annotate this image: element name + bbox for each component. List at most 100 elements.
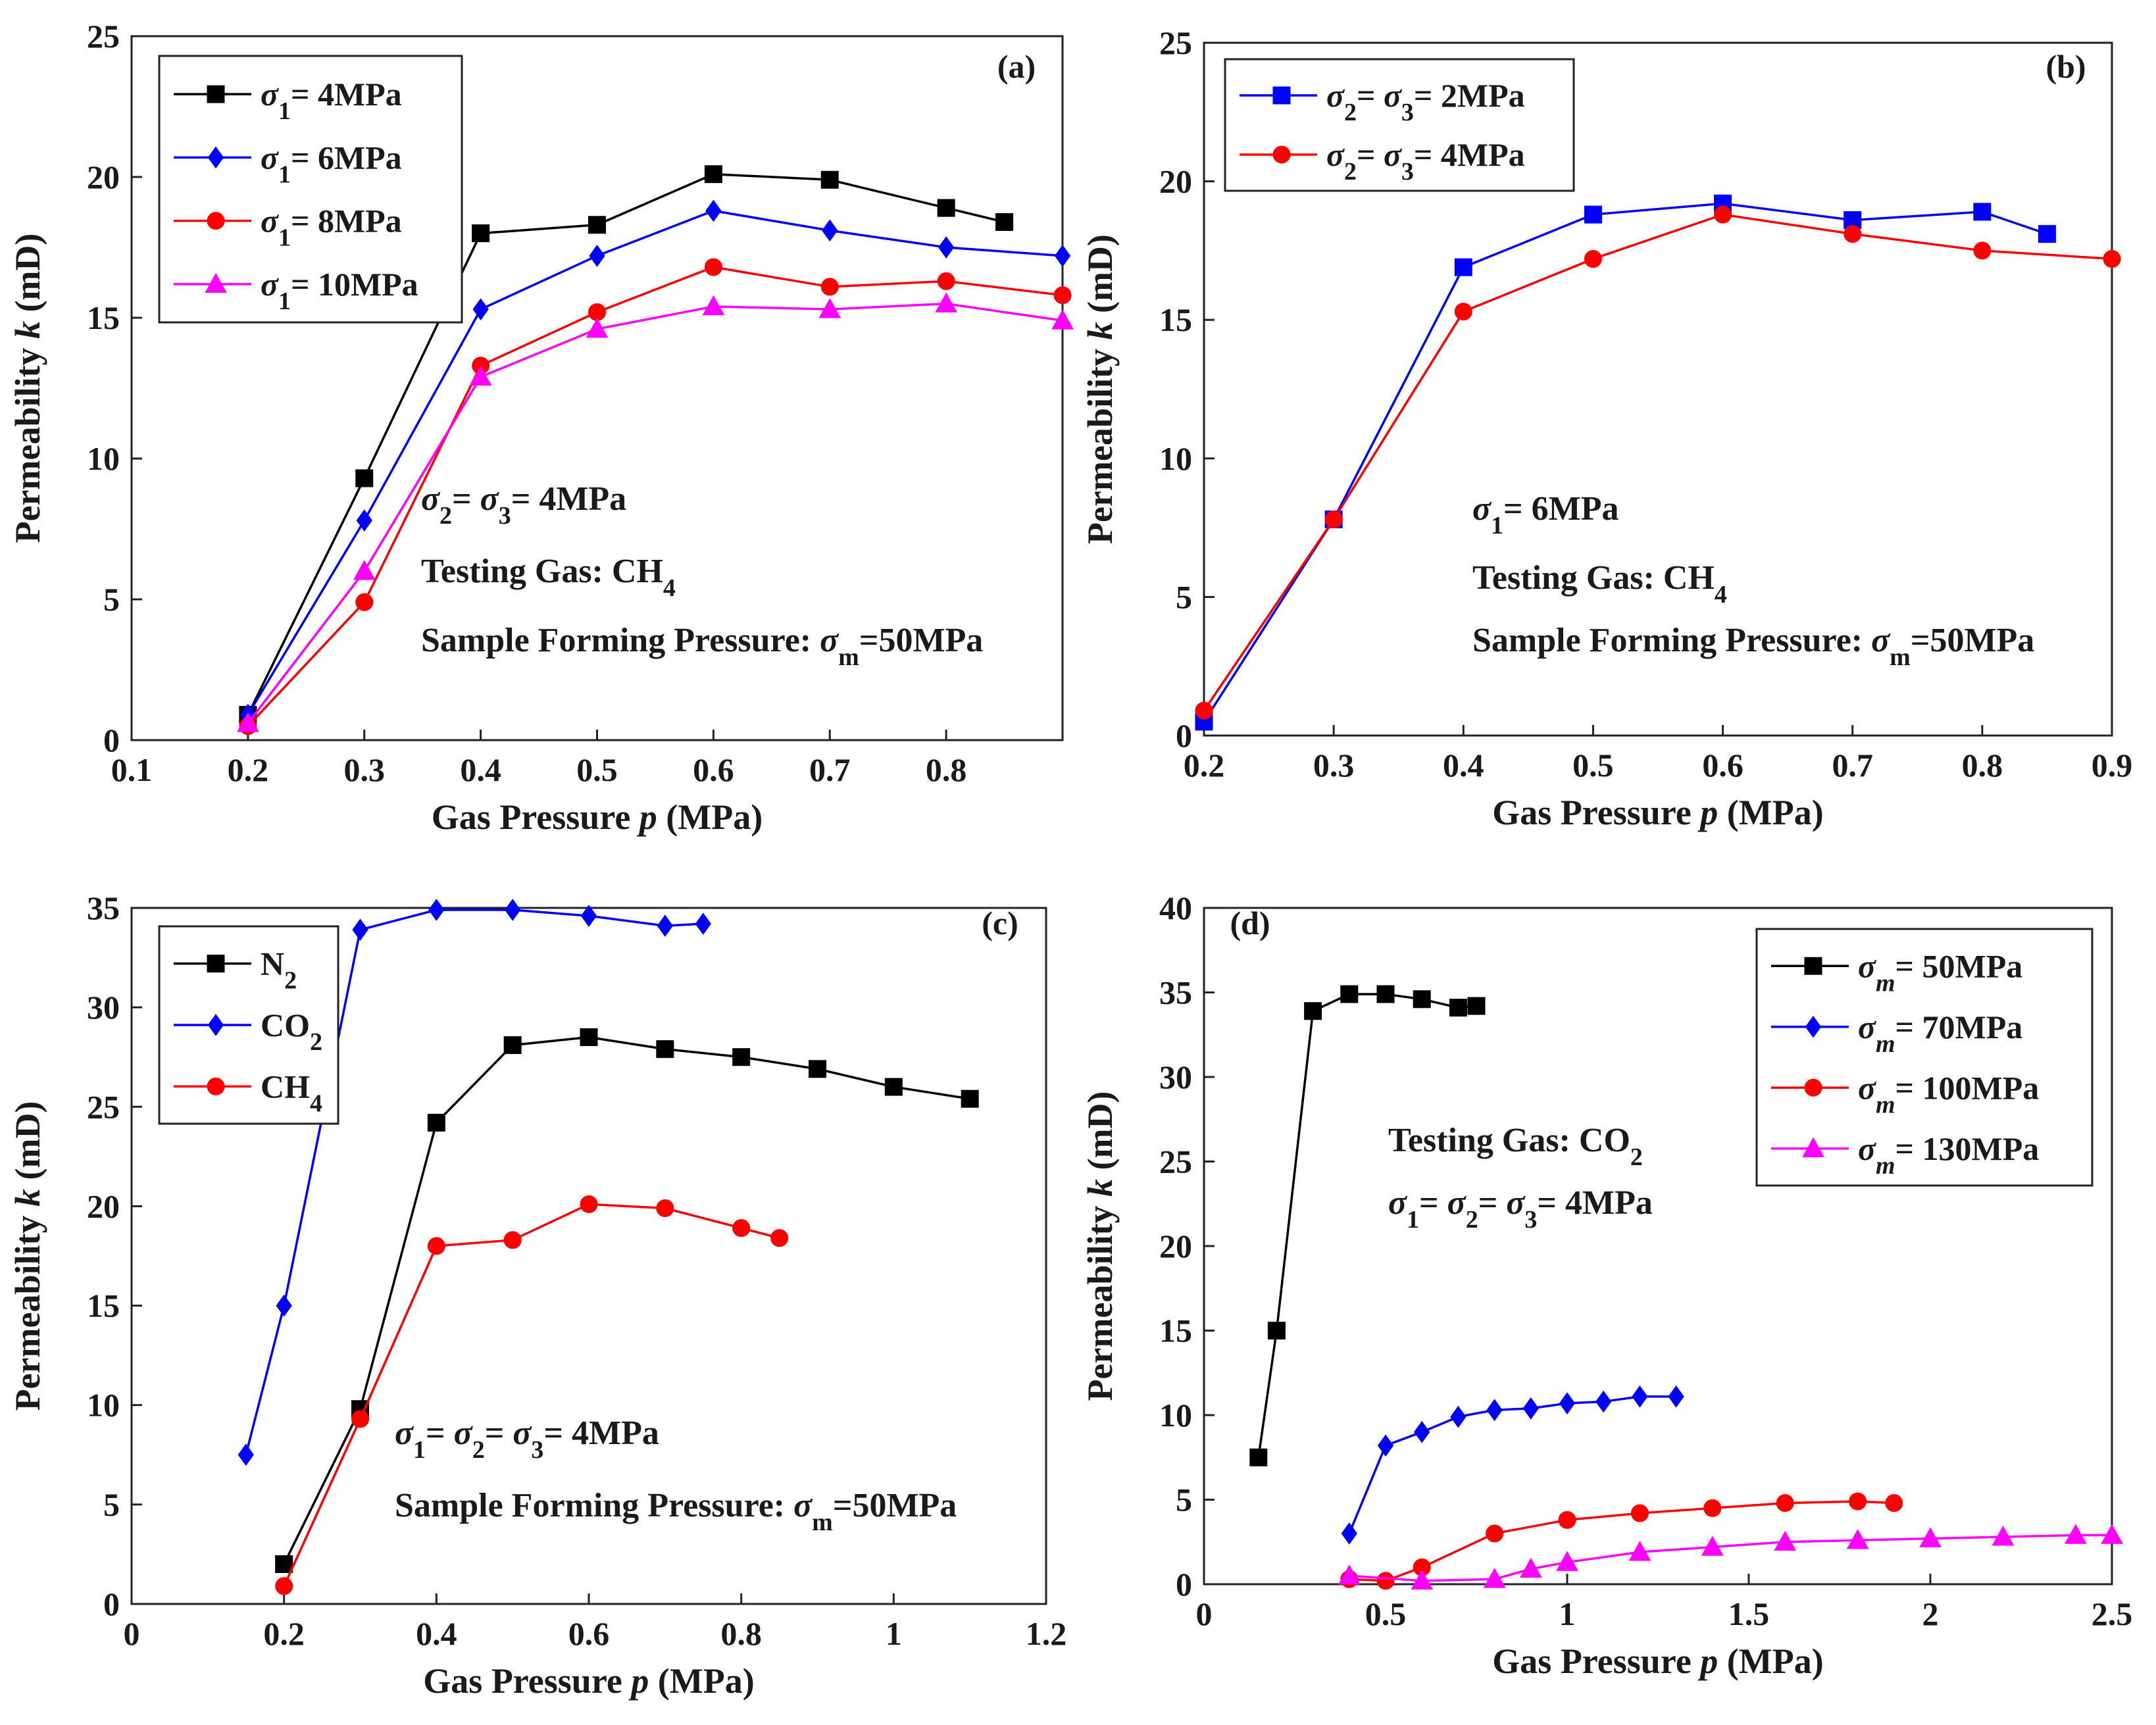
y-tick-label: 15: [1159, 301, 1192, 338]
legend-label: σm= 130MPa: [1858, 1130, 2039, 1180]
x-tick-label: 0.6: [693, 751, 734, 788]
data-point: [1051, 309, 1074, 330]
x-tick-label: 0: [124, 1615, 140, 1652]
annotation-stress: σ2= σ3= 4MPa: [421, 480, 626, 530]
data-point: [469, 365, 492, 386]
series-line: [1348, 1395, 1676, 1534]
panel-label: (b): [2045, 48, 2086, 85]
data-point: [732, 1048, 751, 1066]
x-tick-label: 1: [886, 1615, 902, 1652]
x-axis-label: Gas Pressure p (MPa): [1492, 793, 1823, 832]
legend-label: σ1= 10MPa: [261, 266, 418, 315]
legend: σm= 50MPa σm= 70MPa σm= 100MPa σm= 130MPa: [1755, 928, 2093, 1187]
y-axis-label: Permeability k (mD): [8, 234, 47, 543]
data-point: [1467, 997, 1486, 1015]
x-tick-label: 0.3: [1313, 747, 1355, 784]
series-2: [275, 1195, 789, 1595]
series-line: [245, 909, 703, 1455]
legend-swatch-marker: [1272, 145, 1291, 164]
y-tick-label: 20: [87, 159, 120, 195]
y-tick-label: 25: [1159, 24, 1192, 61]
data-point: [1341, 1522, 1357, 1545]
y-tick-label: 5: [1176, 1482, 1192, 1518]
data-point: [1849, 1492, 1867, 1511]
data-point: [705, 199, 722, 222]
data-point: [1632, 1385, 1648, 1408]
legend-box: [1224, 58, 1575, 192]
data-point: [1776, 1494, 1794, 1512]
y-tick-label: 25: [87, 18, 120, 55]
x-tick-label: 0.4: [1443, 747, 1484, 784]
data-point: [1449, 999, 1467, 1017]
data-point: [937, 199, 955, 217]
data-point: [1454, 303, 1472, 321]
data-point: [770, 1229, 789, 1247]
series-0: [275, 1028, 979, 1574]
data-point: [961, 1089, 979, 1108]
legend-swatch-marker: [207, 85, 225, 103]
data-point: [822, 219, 838, 242]
chart-panel-a: 0.1 0.2 0.3 0.4 0.5 0.6 0.7 0.8 0 5 10 15 20 25 Gas Pr…: [8, 18, 1074, 837]
data-point: [355, 469, 374, 488]
y-tick-label: 20: [1159, 1228, 1192, 1264]
data-point: [237, 712, 259, 732]
data-point: [580, 905, 597, 927]
series-line: [1203, 213, 2113, 712]
data-point: [275, 1555, 293, 1574]
legend-label: σm= 100MPa: [1858, 1069, 2039, 1118]
x-tick-label: 0.2: [263, 1615, 305, 1652]
y-tick-label: 20: [87, 1188, 120, 1224]
x-tick-label: 0.4: [416, 1615, 457, 1652]
legend: σ2= σ3= 2MPa σ2= σ3= 4MPa: [1224, 58, 1575, 192]
data-point: [938, 236, 955, 259]
x-axis-label: Gas Pressure p (MPa): [432, 797, 763, 837]
data-point: [238, 1443, 254, 1466]
annotation-gas: Testing Gas: CH4: [1472, 559, 1727, 609]
x-tick-label: 0.8: [720, 1615, 762, 1652]
data-point: [1992, 1526, 2015, 1546]
data-point: [1249, 1448, 1268, 1466]
x-tick-label: 0.5: [1572, 747, 1614, 784]
x-tick-label: 0: [1196, 1595, 1213, 1632]
data-point: [586, 318, 609, 338]
data-point: [1519, 1557, 1542, 1578]
y-tick-label: 0: [103, 1586, 120, 1622]
data-point: [1703, 1499, 1722, 1517]
data-point: [884, 1078, 903, 1096]
data-point: [704, 165, 722, 184]
y-tick-label: 20: [1159, 163, 1192, 200]
data-point: [1885, 1494, 1903, 1512]
y-tick-label: 35: [87, 889, 120, 926]
series-line: [1257, 993, 1477, 1458]
data-point: [704, 258, 722, 276]
series-3: [237, 292, 1074, 732]
data-point: [1714, 205, 1732, 224]
x-tick-label: 2.5: [2092, 1595, 2133, 1632]
y-tick-label: 5: [103, 1486, 120, 1523]
data-point: [580, 1195, 598, 1213]
data-point: [1338, 1564, 1361, 1585]
data-point: [1340, 985, 1359, 1003]
annotation-stress: σ1= σ2= σ3= 4MPa: [1388, 1184, 1653, 1234]
series-0: [1249, 985, 1486, 1466]
legend-swatch-marker: [207, 955, 225, 973]
data-point: [353, 560, 376, 580]
legend-swatch-marker: [207, 212, 225, 230]
data-point: [1195, 701, 1213, 720]
legend-label: σ1= 6MPa: [261, 139, 402, 188]
y-tick-label: 10: [87, 1387, 120, 1424]
series-line: [283, 1203, 780, 1587]
x-tick-label: 0.3: [344, 751, 386, 788]
data-point: [1584, 205, 1602, 224]
panel-label: (a): [997, 48, 1036, 85]
data-point: [2101, 1524, 2123, 1544]
series-2: [239, 258, 1072, 736]
legend-swatch-marker: [207, 1014, 224, 1036]
data-point: [1414, 1420, 1430, 1443]
x-tick-label: 0.8: [1962, 747, 2003, 784]
legend-swatch-marker: [207, 146, 224, 169]
data-point: [427, 1237, 445, 1255]
data-point: [2103, 250, 2121, 268]
data-point: [580, 1028, 598, 1046]
